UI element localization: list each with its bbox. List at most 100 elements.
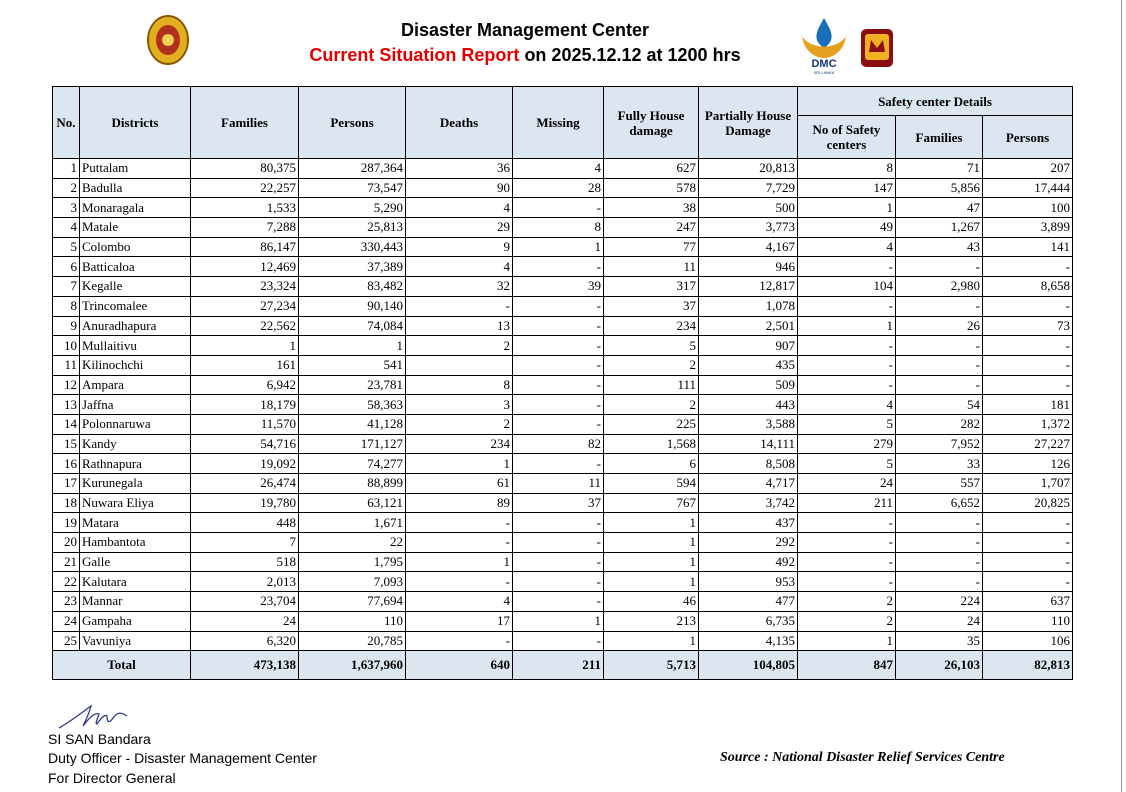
- cell: 1: [405, 453, 513, 474]
- column-header: Persons: [982, 115, 1073, 159]
- cell: -: [512, 354, 604, 376]
- cell: 5: [797, 413, 896, 435]
- data-row: 6 Batticaloa 12,469 37,389 4-11 946- - -: [52, 256, 1073, 278]
- cell: 28: [512, 177, 604, 199]
- cell: 4: [405, 591, 513, 612]
- district: Vavuniya: [79, 630, 191, 652]
- cell: 17,444: [982, 177, 1073, 199]
- column-header: Missing: [512, 86, 604, 159]
- column-header: Families: [190, 86, 299, 159]
- cell: -: [512, 315, 604, 337]
- cell: 1: [512, 610, 604, 632]
- logo-text: DMC: [811, 58, 836, 70]
- total-cell: 82,813: [982, 650, 1073, 681]
- cell: 8: [405, 374, 513, 396]
- cell: 247: [603, 217, 699, 238]
- cell: -: [512, 551, 604, 573]
- cell: 24: [895, 610, 983, 632]
- report-table: No. Districts Families Persons Deaths Missing…: [52, 86, 1073, 681]
- cell: 4,135: [698, 630, 798, 652]
- total-cell: 1,637,960: [298, 650, 406, 681]
- cell: 1: [603, 512, 699, 534]
- cell: 19,092: [190, 453, 299, 474]
- total-cell: 26,103: [895, 650, 983, 681]
- cell: 19,780: [190, 492, 299, 514]
- cell: 4: [405, 197, 513, 219]
- cell: 492: [698, 551, 798, 573]
- cell: -: [797, 551, 896, 573]
- cell: 77: [603, 236, 699, 258]
- total-cell: 5,713: [603, 650, 699, 681]
- cell: 100: [982, 197, 1073, 219]
- cell: 37: [512, 492, 604, 514]
- cell: 17: [52, 473, 80, 494]
- cell: -: [982, 571, 1073, 593]
- cell: 126: [982, 453, 1073, 474]
- cell: -: [797, 374, 896, 396]
- logo-subtext: SRI LANKA: [814, 70, 835, 75]
- cell: -: [895, 374, 983, 396]
- cell: 23: [52, 591, 80, 612]
- cell: 1: [603, 630, 699, 652]
- cell: 73,547: [298, 177, 406, 199]
- cell: -: [512, 295, 604, 317]
- cell: 17: [405, 610, 513, 632]
- cell: -: [512, 532, 604, 553]
- data-row: 23 Mannar 23,704 77,694 4-46 477 2 224 637: [52, 591, 1073, 612]
- district: Mullaitivu: [79, 335, 191, 356]
- cell: 83,482: [298, 276, 406, 297]
- cell: -: [512, 630, 604, 652]
- cell: 8,508: [698, 453, 798, 474]
- cell: 1,795: [298, 551, 406, 573]
- cell: 171,127: [298, 433, 406, 455]
- cell: 1: [298, 335, 406, 356]
- district: Monaragala: [79, 197, 191, 219]
- cell: 5: [603, 335, 699, 356]
- cell: 14,111: [698, 433, 798, 455]
- cell: 35: [895, 630, 983, 652]
- data-row: 17 Kurunegala 26,474 88,899 61 11 594 4,717 24 55…: [52, 473, 1073, 494]
- cell: 90: [405, 177, 513, 199]
- cell: 4,717: [698, 473, 798, 494]
- cell: 71: [895, 158, 983, 179]
- cell: 23,324: [190, 276, 299, 297]
- cell: 3,588: [698, 413, 798, 435]
- cell: 6: [52, 256, 80, 278]
- cell: 18: [52, 492, 80, 514]
- data-row: 22 Kalutara 2,013 7,093- -1 953- - -: [52, 571, 1073, 593]
- total-row: Total 473,138 1,637,960 640 211 5,713 104,805 8…: [52, 650, 1073, 681]
- cell: 106: [982, 630, 1073, 652]
- cell: 500: [698, 197, 798, 219]
- cell: 23,781: [298, 374, 406, 396]
- cell: 1,078: [698, 295, 798, 317]
- cell: 443: [698, 394, 798, 415]
- cell: -: [982, 551, 1073, 573]
- cell: 225: [603, 413, 699, 435]
- cell: 1: [603, 551, 699, 573]
- district: Gampaha: [79, 610, 191, 632]
- cell: -: [982, 532, 1073, 553]
- cell: 594: [603, 473, 699, 494]
- district: Mannar: [79, 591, 191, 612]
- cell: 1: [512, 236, 604, 258]
- cell: 292: [698, 532, 798, 553]
- cell: -: [982, 374, 1073, 396]
- cell: -: [797, 532, 896, 553]
- data-row: 19 Matara 448 1,671- -1 437- - -: [52, 512, 1073, 534]
- signer-position: Duty Officer - Disaster Management Cente…: [48, 750, 317, 766]
- cell: -: [512, 453, 604, 474]
- cell: 11,570: [190, 413, 299, 435]
- column-header: No.: [52, 86, 80, 159]
- cell: 3,773: [698, 217, 798, 238]
- dmc-logo: DMC SRI LANKA: [802, 18, 846, 75]
- cell: 518: [190, 551, 299, 573]
- cell: 1: [603, 532, 699, 553]
- data-row: 5 Colombo 86,147 330,443 9 1 77 4,167 4 43 141: [52, 236, 1073, 258]
- cell: 211: [797, 492, 896, 514]
- cell: 2,501: [698, 315, 798, 337]
- data-row: 7 Kegalle 23,324 83,482 32 39 317 12,817 104 2,98…: [52, 276, 1073, 297]
- cell: 448: [190, 512, 299, 534]
- cell: 287,364: [298, 158, 406, 179]
- cell: -: [797, 512, 896, 534]
- cell: 7,729: [698, 177, 798, 199]
